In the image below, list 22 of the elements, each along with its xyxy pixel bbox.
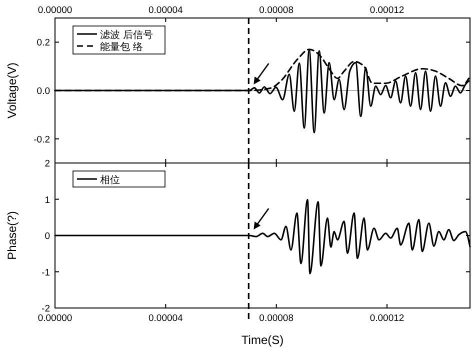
x-tick-label: 0.00008 [259, 5, 294, 16]
x-tick-label: 0.00008 [259, 313, 294, 324]
y-tick-label: 0 [44, 231, 50, 242]
y-axis-title: Phase(?) [5, 211, 19, 260]
x-axis-title: Time(S) [241, 333, 284, 347]
y-tick-label: 2 [44, 158, 50, 170]
x-tick-label: 0.00000 [38, 313, 72, 324]
x-tick-label: 0.00012 [370, 313, 404, 324]
y-tick-label: 1 [44, 194, 50, 206]
x-tick-label: 0.00000 [38, 5, 72, 16]
legend-label: 相位 [100, 174, 120, 186]
y-axis-title: Voltage(V) [5, 62, 19, 119]
y-tick-label: 0.0 [36, 86, 50, 97]
y-tick-label: -1 [42, 267, 50, 278]
x-tick-label: 0.00004 [148, 5, 183, 16]
y-tick-label: 0.2 [36, 38, 50, 49]
x-tick-label: 0.00012 [370, 5, 404, 16]
y-tick-label: -2 [42, 304, 50, 314]
legend-label: 能量包 络 [100, 41, 144, 53]
x-tick-label: 0.00004 [148, 313, 183, 324]
y-tick-label: -0.2 [34, 134, 50, 146]
legend-label: 滤波 后信号 [100, 29, 154, 41]
